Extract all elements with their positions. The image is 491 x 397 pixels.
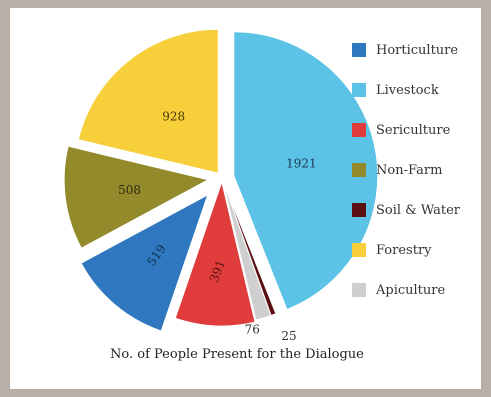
chart-panel: 1921 25 76 391 519 508 928 Horticulture Livest… [10,8,481,389]
pie-slice-sericulture [174,180,256,327]
legend-item-non-farm: Non-Farm [352,150,460,190]
legend-item-forestry: Forestry [352,230,460,270]
legend-label-livestock: Livestock [376,82,439,98]
legend-swatch-sericulture [352,123,366,137]
chart-title: No. of People Present for the Dialogue [110,347,364,362]
data-label-apiculture: 76 [245,323,260,337]
pie-slice-livestock [233,31,379,311]
pie-slice-horticulture [80,193,209,332]
legend-label-non-farm: Non-Farm [376,162,443,178]
data-label-non-farm: 508 [118,183,141,197]
legend-swatch-soil-water [352,203,366,217]
pie-slice-apiculture [222,179,272,321]
pie-slice-forestry [77,28,219,174]
legend-label-apiculture: Apiculture [376,282,446,298]
legend-label-forestry: Forestry [376,242,432,258]
legend-swatch-forestry [352,243,366,257]
legend-swatch-livestock [352,83,366,97]
legend-label-horticulture: Horticulture [376,42,459,58]
legend-label-soil-water: Soil & Water [376,202,460,218]
legend-swatch-apiculture [352,283,366,297]
pie-slice-non-farm [63,145,210,249]
legend-item-soil-water: Soil & Water [352,190,460,230]
legend-swatch-horticulture [352,43,366,57]
legend-item-livestock: Livestock [352,70,460,110]
data-label-forestry: 928 [162,110,185,124]
legend: Horticulture Livestock Sericulture Non-F… [352,30,460,310]
legend-item-sericulture: Sericulture [352,110,460,150]
legend-item-horticulture: Horticulture [352,30,460,70]
legend-swatch-non-farm [352,163,366,177]
data-label-livestock: 1921 [286,157,317,171]
data-label-soil-water: 25 [281,329,296,343]
legend-item-apiculture: Apiculture [352,270,460,310]
legend-label-sericulture: Sericulture [376,122,451,138]
